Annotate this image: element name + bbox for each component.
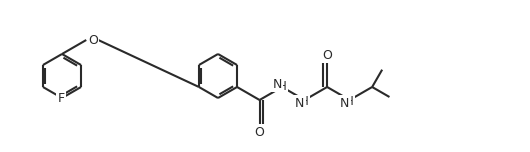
Text: H: H [300, 95, 309, 107]
Text: O: O [322, 48, 332, 62]
Text: F: F [57, 92, 65, 105]
Text: N: N [272, 78, 282, 90]
Text: O: O [89, 33, 98, 47]
Text: O: O [254, 126, 264, 138]
Text: H: H [278, 79, 286, 93]
Text: N: N [295, 97, 304, 109]
Text: H: H [345, 95, 354, 107]
Text: N: N [340, 97, 349, 109]
